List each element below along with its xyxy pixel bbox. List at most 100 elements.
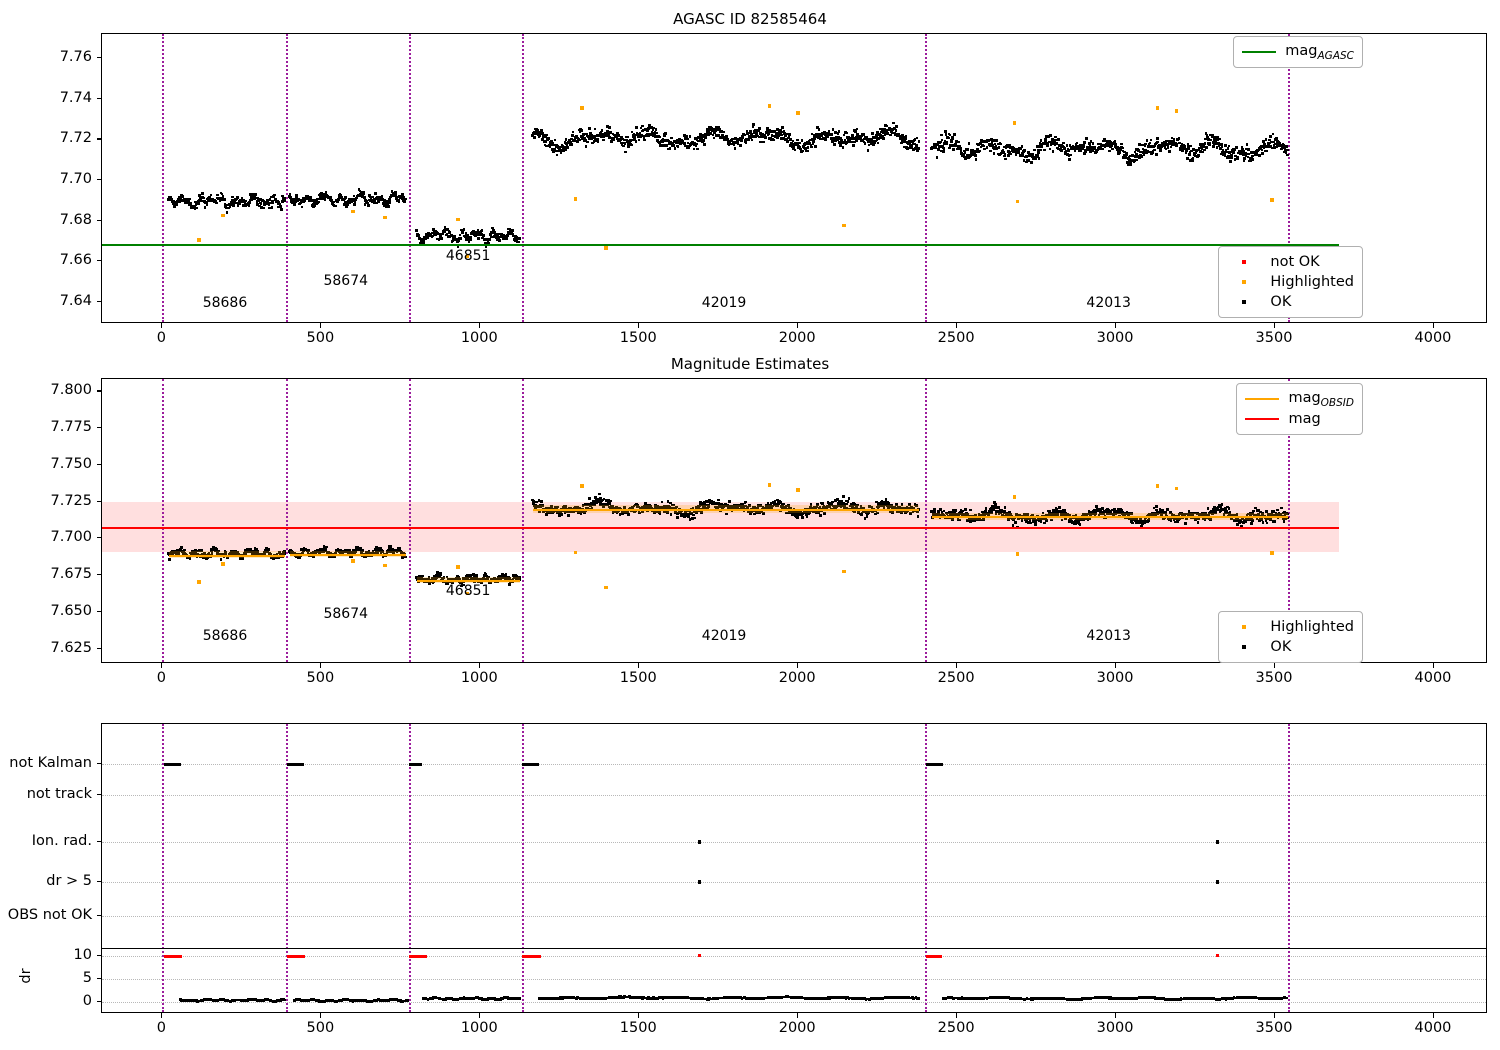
data-point xyxy=(197,202,200,205)
data-point xyxy=(728,500,731,503)
legend-entry[interactable]: Highlighted xyxy=(1227,272,1354,292)
data-point xyxy=(344,205,348,208)
data-point xyxy=(1268,135,1272,138)
data-point xyxy=(256,203,259,206)
data-point xyxy=(1236,157,1240,161)
data-point xyxy=(1101,147,1105,151)
data-point xyxy=(311,205,315,208)
data-point xyxy=(1250,522,1254,525)
data-point xyxy=(276,200,279,203)
data-point xyxy=(348,201,351,204)
y-tick xyxy=(96,610,101,612)
data-point xyxy=(345,202,349,205)
data-point xyxy=(469,238,473,241)
data-point xyxy=(403,200,406,203)
data-point xyxy=(388,198,391,201)
data-point xyxy=(255,200,259,203)
data-point xyxy=(573,550,578,555)
data-point xyxy=(324,191,328,195)
data-point xyxy=(400,196,403,199)
data-point xyxy=(788,133,791,136)
panel2-legend-points[interactable]: Highlighted OK xyxy=(1218,611,1363,663)
x-tick-label: 0 xyxy=(156,670,167,686)
data-point xyxy=(353,200,357,203)
x-tick xyxy=(1432,663,1435,668)
data-point xyxy=(258,204,261,208)
y-tick-label: 7.750 xyxy=(50,455,92,472)
data-point xyxy=(1270,551,1274,555)
data-point xyxy=(1229,159,1232,163)
data-point xyxy=(236,204,240,208)
data-point xyxy=(1265,521,1269,525)
data-point xyxy=(281,194,285,198)
data-point xyxy=(393,190,397,194)
data-point xyxy=(855,127,859,131)
panel1-legend-mag[interactable]: magAGASC xyxy=(1233,36,1363,68)
data-point xyxy=(388,200,392,204)
data-point xyxy=(559,151,563,154)
data-point xyxy=(350,199,353,203)
data-point xyxy=(289,197,293,200)
data-point xyxy=(383,563,387,568)
data-point xyxy=(500,232,503,236)
data-point xyxy=(1153,148,1156,152)
panel1-legend-points[interactable]: not OK Highlighted OK xyxy=(1218,246,1363,318)
data-point xyxy=(219,558,223,561)
data-point xyxy=(762,140,765,144)
data-point xyxy=(870,132,874,135)
data-point xyxy=(419,240,423,244)
data-point xyxy=(622,144,625,148)
data-point xyxy=(1135,158,1139,162)
data-point xyxy=(571,130,575,134)
data-point xyxy=(796,488,800,492)
data-point xyxy=(1220,145,1224,148)
data-point xyxy=(386,203,389,207)
data-point xyxy=(1111,147,1114,151)
legend-entry[interactable]: Highlighted xyxy=(1227,617,1354,637)
legend-entry[interactable]: OK xyxy=(1227,292,1354,312)
data-point xyxy=(314,199,317,202)
data-point xyxy=(443,226,447,229)
data-point xyxy=(957,140,960,144)
data-point xyxy=(490,226,494,230)
data-point xyxy=(442,229,446,232)
data-point xyxy=(404,197,407,201)
data-point xyxy=(243,200,246,204)
data-point xyxy=(493,235,496,239)
data-point xyxy=(373,199,377,203)
data-point xyxy=(175,203,179,206)
data-point xyxy=(663,134,667,138)
data-point xyxy=(173,205,176,208)
legend-entry[interactable]: mag xyxy=(1245,409,1354,429)
data-point xyxy=(180,199,184,202)
data-point xyxy=(474,234,477,238)
legend-entry[interactable]: OK xyxy=(1227,637,1354,657)
legend-entry[interactable]: not OK xyxy=(1227,252,1354,272)
data-point xyxy=(366,201,370,205)
data-point xyxy=(321,194,325,197)
legend-entry[interactable]: magAGASC xyxy=(1242,42,1354,62)
obsid-divider xyxy=(162,34,165,322)
x-tick xyxy=(956,663,958,668)
legend-entry[interactable]: magOBSID xyxy=(1245,389,1354,409)
data-point xyxy=(228,205,232,208)
data-point xyxy=(368,195,372,199)
data-point xyxy=(733,147,737,150)
data-point xyxy=(801,516,804,519)
data-point xyxy=(593,127,597,131)
data-point xyxy=(767,104,772,108)
data-point xyxy=(360,190,364,194)
data-point xyxy=(1227,506,1231,510)
data-point xyxy=(458,233,462,237)
data-point xyxy=(464,235,467,239)
data-point xyxy=(567,514,570,517)
data-point xyxy=(323,193,326,196)
data-point xyxy=(394,194,398,197)
data-point xyxy=(1091,142,1095,145)
data-point xyxy=(1245,143,1249,146)
data-point xyxy=(203,206,207,209)
panel2-legend-mag[interactable]: magOBSID mag xyxy=(1236,383,1363,435)
data-point xyxy=(493,231,497,234)
data-point xyxy=(952,133,956,137)
data-point xyxy=(188,197,192,201)
